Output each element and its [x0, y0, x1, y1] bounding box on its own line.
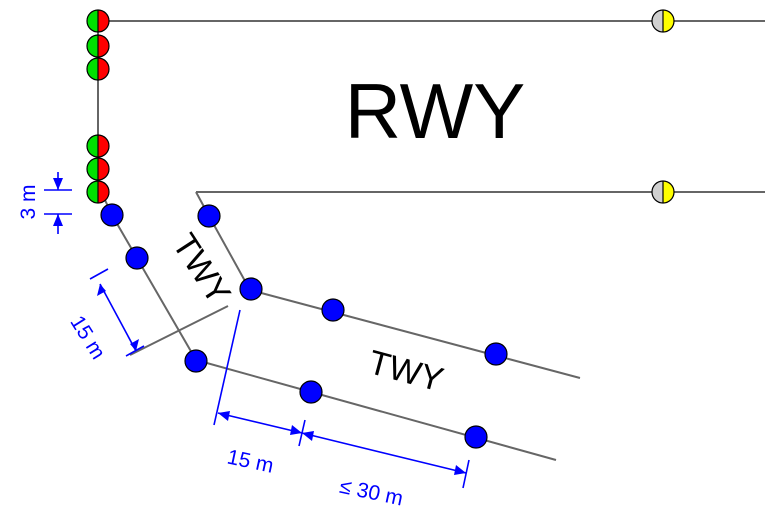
- taxiway-light-icon: [321, 298, 345, 322]
- dim-30m-arrow-end: [454, 465, 466, 475]
- dim-15m-tangent-arrow-start: [218, 411, 230, 421]
- dim-15m-tangent-line: [217, 412, 303, 434]
- dim-30m-arrow-start: [302, 431, 314, 441]
- stop-bar-light-icon: [86, 157, 110, 181]
- dim-tangent-reference-line: [213, 309, 241, 426]
- dim-3m-arrow-top: [53, 178, 63, 190]
- runway-edge-light-icon: [651, 9, 675, 33]
- dim-end-tick: [462, 459, 470, 489]
- dim-3m-arrow-bottom: [53, 214, 63, 226]
- stop-bar-light-icon: [86, 9, 110, 33]
- dim-30m-label: ≤ 30 m: [338, 475, 405, 511]
- taxiway-light-icon: [464, 425, 488, 449]
- stop-bar-lights: [86, 9, 110, 204]
- stop-bar-light-icon: [86, 34, 110, 58]
- taxiway-light-icon: [100, 203, 124, 227]
- taxiway-outer-edge: [97, 184, 557, 461]
- dim-15m-curve-arrow-a: [97, 284, 106, 296]
- stop-bar-light-icon: [86, 180, 110, 204]
- dim-15m-curve-tick-b: [125, 345, 145, 357]
- taxiway-main-label: TWY: [364, 343, 447, 399]
- taxiway-centerline-lights: [100, 203, 508, 449]
- taxiway-entry-label: TWY: [165, 227, 238, 311]
- runway-label: RWY: [345, 67, 526, 155]
- taxiway-light-icon: [299, 380, 323, 404]
- dim-3m-label: 3 m: [17, 184, 40, 219]
- dim-15m-curve-label: 15 m: [65, 312, 109, 364]
- taxiway-light-icon: [184, 349, 208, 373]
- runway-edge-lights: [651, 9, 675, 204]
- taxiway-light-icon: [484, 342, 508, 366]
- dim-15m-curve-arrow-b: [130, 339, 139, 351]
- stop-bar-light-icon: [86, 57, 110, 81]
- stop-bar-light-icon: [86, 134, 110, 158]
- taxiway-light-icon: [197, 204, 221, 228]
- dim-15m-tangent-label: 15 m: [225, 446, 275, 478]
- dim-30m-line: [301, 432, 467, 474]
- taxiway-light-icon: [125, 246, 149, 270]
- runway-edge-light-icon: [651, 180, 675, 204]
- dimension-lines: [44, 172, 470, 489]
- dim-15m-tangent-arrow-end: [290, 425, 302, 435]
- taxiway-light-icon: [239, 277, 263, 301]
- taxiway-inner-edge: [195, 191, 581, 379]
- dim-15m-curve-tick-a: [89, 268, 109, 280]
- taxiway-center-line-segment: [129, 305, 229, 356]
- dim-15m-curve-line: [99, 283, 137, 352]
